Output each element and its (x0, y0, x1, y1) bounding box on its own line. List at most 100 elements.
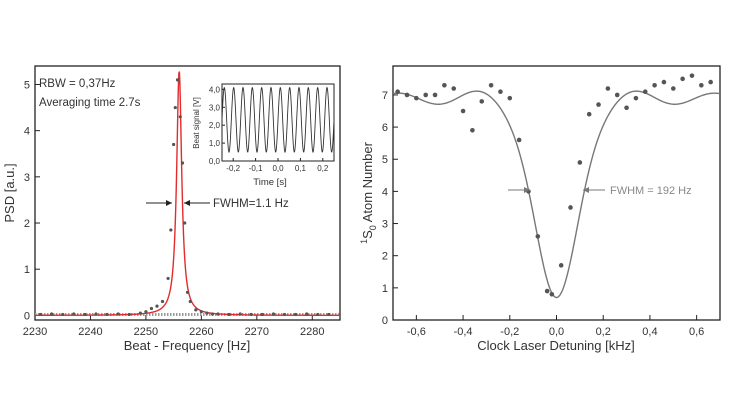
right-x-tick-label: 0,4 (642, 326, 657, 338)
right-data-point (451, 86, 457, 91)
left-x-axis-label: Beat - Frequency [Hz] (124, 338, 250, 353)
right-data-point (680, 76, 685, 82)
left-averaging-annotation: Averaging time 2.7s (39, 97, 141, 109)
right-data-point (414, 95, 419, 101)
right-data-point (577, 160, 583, 165)
right-data-point (633, 95, 639, 101)
inset-x-axis-label: Time [s] (253, 177, 286, 188)
left-data-point (178, 115, 182, 119)
right-x-tick-label: -0,6 (407, 326, 426, 338)
right-chart: -0,6 -0,4 -0,2 0,0 0,2 0,4 0,6 0 1 2 3 4 5 6 7 Clock L… (359, 65, 721, 353)
left-y-axis-label: PSD [a.u.] (2, 163, 17, 222)
right-data-point (404, 92, 410, 98)
right-y-tick-label: 5 (382, 154, 388, 166)
right-data-point (605, 86, 611, 91)
left-data-point (271, 312, 276, 316)
left-data-point (180, 161, 185, 165)
inset-x-tick-label: 0,1 (295, 164, 307, 173)
left-x-tick-label: 2250 (134, 326, 158, 338)
right-data-point (642, 89, 648, 95)
inset-y-tick-label: 4,0 (209, 85, 221, 94)
right-data-point (488, 82, 494, 88)
left-data-point (169, 228, 173, 232)
left-x-tick-label: 2280 (300, 326, 324, 338)
left-data-point (138, 311, 142, 315)
left-x-tick-label: 2240 (78, 326, 102, 338)
left-data-point (175, 78, 180, 82)
left-data-point (249, 312, 253, 317)
right-data-point (544, 288, 550, 294)
left-plot-frame (34, 65, 341, 321)
inset-y-tick-label: 3,0 (209, 103, 221, 112)
left-data-point (166, 276, 170, 281)
right-data-point (596, 102, 601, 107)
left-chart: 2230 2240 2250 2260 2270 2280 0 1 2 3 4 5 Beat - Fr… (2, 65, 341, 353)
left-y-tick-label: 2 (24, 218, 30, 230)
left-data-point (173, 105, 177, 110)
right-data-point (432, 92, 438, 98)
right-fit-line (392, 90, 721, 299)
left-data-point (260, 312, 264, 317)
inset-y-axis-label: Beat signal [V] (192, 97, 201, 149)
left-data-point (155, 304, 159, 308)
left-data-point (216, 312, 220, 316)
right-ticks: -0,6 -0,4 -0,2 0,0 0,2 0,4 0,6 0 1 2 3 4 5 6 7 (382, 90, 704, 338)
left-data-point (282, 312, 287, 317)
right-y-label-sup: 1 (359, 239, 369, 244)
inset-x-tick-label: -0,2 (226, 164, 240, 173)
right-data-point (624, 105, 629, 111)
right-data-point (479, 99, 485, 104)
left-data-point (327, 312, 331, 317)
left-x-tick-label: 2230 (23, 326, 47, 338)
left-data-point (188, 299, 192, 304)
right-data-point (498, 89, 503, 95)
left-x-tick-label: 2260 (189, 326, 213, 338)
left-data-point (144, 310, 148, 314)
right-x-tick-label: 0,6 (689, 326, 704, 338)
right-data-point (535, 234, 541, 239)
right-y-label-rest: Atom Number (360, 141, 375, 225)
right-data-point (460, 108, 466, 114)
right-data-point (558, 263, 564, 268)
left-data-point (38, 312, 43, 317)
right-data-point (689, 73, 695, 78)
right-x-tick-label: 0,0 (549, 326, 564, 338)
inset-y-tick-label: 0,0 (209, 157, 221, 166)
left-data-point (183, 221, 187, 225)
right-x-tick-label: -0,2 (500, 326, 519, 338)
left-data-point (194, 308, 198, 312)
left-fwhm-arrowhead-left (166, 200, 172, 206)
left-data-point (185, 290, 190, 294)
right-y-label-main: S (360, 230, 375, 239)
inset-y-tick-label: 2,0 (209, 121, 221, 130)
left-data-point (160, 299, 165, 304)
right-data-point (507, 95, 513, 101)
right-data-point (652, 82, 657, 88)
right-data-point (586, 111, 592, 117)
left-y-tick-label: 5 (24, 79, 30, 91)
right-data-point (670, 86, 676, 91)
right-points-group (395, 73, 713, 297)
left-y-tick-label: 1 (24, 264, 30, 276)
left-data-point (205, 311, 209, 315)
left-rbw-annotation: RBW = 0,37Hz (39, 78, 116, 90)
left-data-point (305, 312, 309, 316)
right-y-tick-label: 6 (382, 122, 388, 134)
right-y-label-sub: 0 (368, 225, 378, 230)
right-x-tick-label: -0,4 (454, 326, 473, 338)
left-points-group (38, 78, 331, 317)
inset-signal-group (221, 86, 335, 154)
left-data-point (105, 312, 109, 317)
right-y-tick-label: 4 (382, 186, 388, 198)
right-y-tick-label: 7 (382, 90, 388, 102)
left-data-point (94, 312, 98, 316)
right-fit-group (392, 90, 721, 299)
right-data-point (470, 128, 475, 133)
left-data-point (210, 312, 215, 316)
right-data-point (516, 137, 522, 143)
left-data-point (61, 312, 65, 317)
right-data-point (568, 205, 573, 210)
left-data-point (199, 310, 203, 314)
